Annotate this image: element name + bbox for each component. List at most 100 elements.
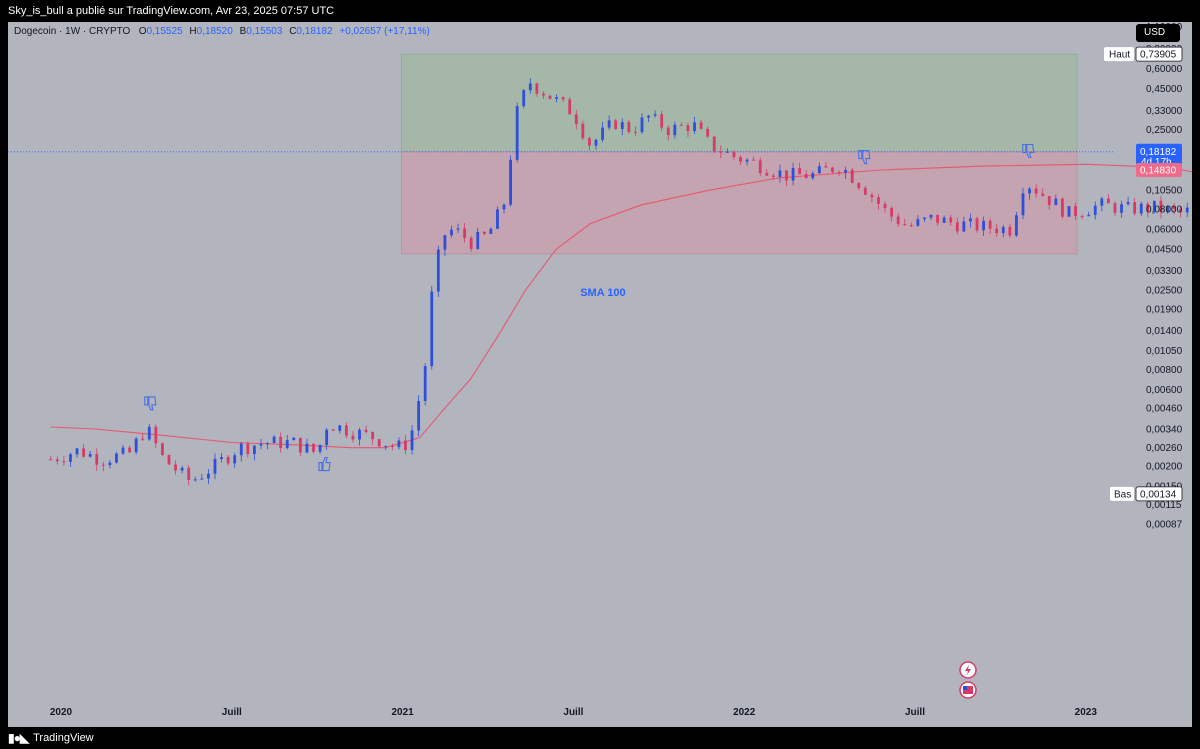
low-label: Bas (1114, 489, 1131, 500)
candle-body (863, 187, 867, 195)
symbol-legend[interactable]: Dogecoin · 1W · CRYPTO O0,15525 H0,18520… (14, 26, 430, 37)
candle-body (174, 464, 177, 471)
candle-body (850, 169, 854, 183)
candle-body (627, 122, 631, 132)
thumbs-down-icon (144, 396, 157, 411)
candle-body (811, 173, 815, 179)
candle-body (712, 136, 716, 152)
candle-body (298, 437, 302, 453)
price-tick-label: 0,00115 (1146, 500, 1182, 511)
candle-body (1152, 200, 1156, 212)
candle-body (620, 122, 624, 129)
candle-body (154, 426, 158, 444)
high-price-tag: 0,73905 (1135, 46, 1183, 62)
candle-body (778, 170, 782, 177)
candle-body (351, 435, 355, 440)
candle-body (804, 174, 808, 179)
sma-100-line (50, 163, 1192, 449)
candle-body (233, 455, 237, 464)
candle-body (693, 122, 696, 132)
candle-body (725, 151, 729, 153)
time-tick-label: 2020 (50, 707, 73, 718)
candle-body (259, 444, 263, 446)
candle-body (82, 448, 85, 457)
candle-body (1106, 198, 1110, 204)
candle-body (1093, 205, 1097, 215)
candle-body (410, 430, 414, 451)
candle-body (969, 218, 972, 222)
candle-body (200, 478, 204, 480)
candle-body (1179, 208, 1183, 213)
tradingview-brand-text: TradingView (33, 732, 94, 744)
candle-body (338, 425, 342, 431)
candle-body (1120, 204, 1123, 213)
time-tick-label: Juill (222, 707, 242, 718)
legend-change: +0,02657 (+17,11%) (339, 26, 430, 37)
price-tick-label: 0,03300 (1146, 266, 1183, 277)
footer-bar: ▮●◣ TradingView (0, 727, 1200, 749)
candle-body (798, 167, 802, 175)
candle-body (745, 159, 749, 162)
candle-body (1185, 207, 1189, 213)
chart-area[interactable]: SMA 100bullbear 1,100000,800000,600000,4… (8, 22, 1192, 727)
candle-body (666, 127, 670, 136)
candle-body (108, 462, 112, 466)
time-tick-label: Juill (563, 707, 583, 718)
price-tick-label: 0,02500 (1146, 286, 1183, 297)
us-flag-canton (963, 686, 967, 690)
candle-body (443, 235, 447, 250)
candle-body (581, 123, 585, 139)
candle-body (831, 167, 834, 172)
tradingview-logo[interactable]: ▮●◣ TradingView (8, 727, 94, 749)
legend-symbol: Dogecoin · 1W · CRYPTO (14, 26, 131, 37)
legend-close-value: 0,18182 (296, 26, 333, 37)
candle-body (469, 237, 473, 249)
candle-body (837, 171, 841, 173)
price-tick-label: 0,00600 (1146, 385, 1183, 396)
candle-body (955, 222, 959, 232)
candle-body (404, 440, 407, 451)
candle-body (1041, 193, 1045, 197)
candle-body (817, 166, 821, 174)
us-flag-glyph (963, 686, 973, 694)
sma-price-tag: 0,14830 (1136, 163, 1182, 178)
candle-body (390, 445, 394, 447)
candle-body (857, 182, 861, 188)
candle-body (607, 120, 611, 128)
legend-close-label: C (289, 26, 297, 37)
candle-body (101, 464, 105, 466)
candle-body (450, 229, 453, 236)
chart-canvas[interactable]: SMA 100bullbear 1,100000,800000,600000,4… (8, 22, 1192, 727)
candle-body (180, 467, 184, 471)
candle-body (640, 117, 644, 133)
candle-body (49, 459, 53, 461)
candle-body (1146, 203, 1150, 212)
candle-body (292, 437, 296, 441)
candle-body (430, 291, 434, 367)
candle-body (758, 160, 762, 173)
candle-body (62, 461, 66, 463)
candle-body (279, 436, 283, 449)
candle-body (1113, 203, 1117, 213)
candle-body (463, 228, 467, 238)
price-tick-label: 0,10500 (1146, 186, 1183, 197)
candle-body (824, 166, 828, 168)
countdown-label: 4d 17h (1141, 157, 1172, 168)
low-label-box (1110, 486, 1134, 501)
candle-body (988, 220, 992, 229)
candle-body (699, 122, 703, 129)
candle-body (706, 128, 710, 137)
candle-body (193, 479, 197, 481)
time-tick-label: Juill (905, 707, 925, 718)
candle-body (1001, 227, 1005, 234)
publisher-text: Sky_is_bull a publié sur TradingView.com… (8, 5, 335, 17)
candle-body (266, 443, 269, 445)
tradingview-logo-icon: ▮●◣ (8, 731, 29, 745)
publisher-bar: Sky_is_bull a publié sur TradingView.com… (0, 0, 1200, 22)
time-tick-label: 2022 (733, 707, 756, 718)
candle-body (568, 99, 572, 115)
legend-open-value: 0,15525 (146, 26, 183, 37)
price-tick-label: 0,01400 (1146, 326, 1183, 337)
currency-button[interactable]: USD (1136, 24, 1180, 42)
event-icons (959, 661, 977, 699)
